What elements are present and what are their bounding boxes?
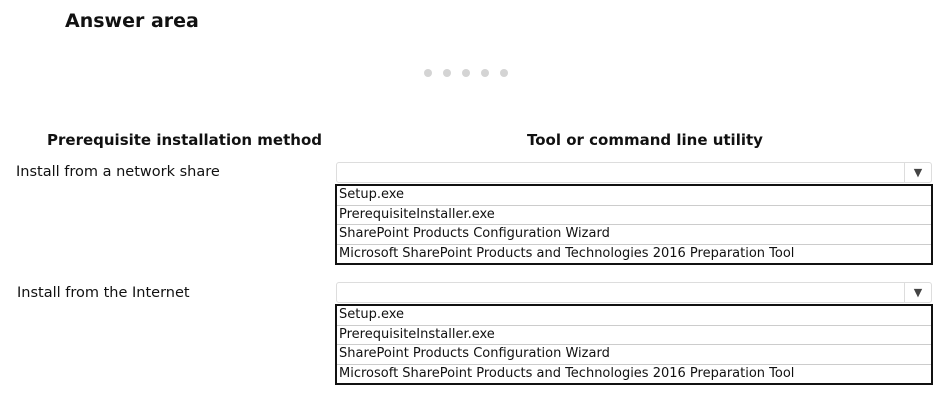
dropdown-option[interactable]: Setup.exe (337, 306, 931, 326)
row-label: Install from a network share (16, 164, 220, 180)
dropdown-option[interactable]: PrerequisiteInstaller.exe (337, 206, 931, 225)
dropdown-option[interactable]: Setup.exe (337, 186, 931, 206)
chevron-down-icon[interactable]: ▼ (904, 283, 931, 302)
dropdown-option[interactable]: Microsoft SharePoint Products and Techno… (339, 245, 795, 261)
pager-dot[interactable] (500, 69, 508, 77)
pager-dot[interactable] (462, 69, 470, 77)
pager-dot[interactable] (481, 69, 489, 77)
pager-dot[interactable] (424, 69, 432, 77)
tool-dropdown[interactable]: ▼ (336, 282, 932, 303)
chevron-down-icon[interactable]: ▼ (904, 163, 931, 182)
page-title: Answer area (65, 10, 199, 32)
pager-dots (424, 69, 508, 77)
tool-dropdown[interactable]: ▼ (336, 162, 932, 183)
method-column-header: Prerequisite installation method (47, 131, 322, 149)
row-label: Install from the Internet (17, 285, 190, 301)
pager-dot[interactable] (443, 69, 451, 77)
tool-column-header: Tool or command line utility (527, 131, 763, 149)
dropdown-option[interactable]: PrerequisiteInstaller.exe (337, 326, 931, 345)
dropdown-options: Setup.exe PrerequisiteInstaller.exe Shar… (335, 304, 933, 385)
dropdown-option[interactable]: SharePoint Products Configuration Wizard (337, 225, 931, 245)
dropdown-options: Setup.exe PrerequisiteInstaller.exe Shar… (335, 184, 933, 265)
dropdown-option[interactable]: Microsoft SharePoint Products and Techno… (339, 365, 795, 381)
dropdown-option[interactable]: SharePoint Products Configuration Wizard (337, 345, 931, 365)
